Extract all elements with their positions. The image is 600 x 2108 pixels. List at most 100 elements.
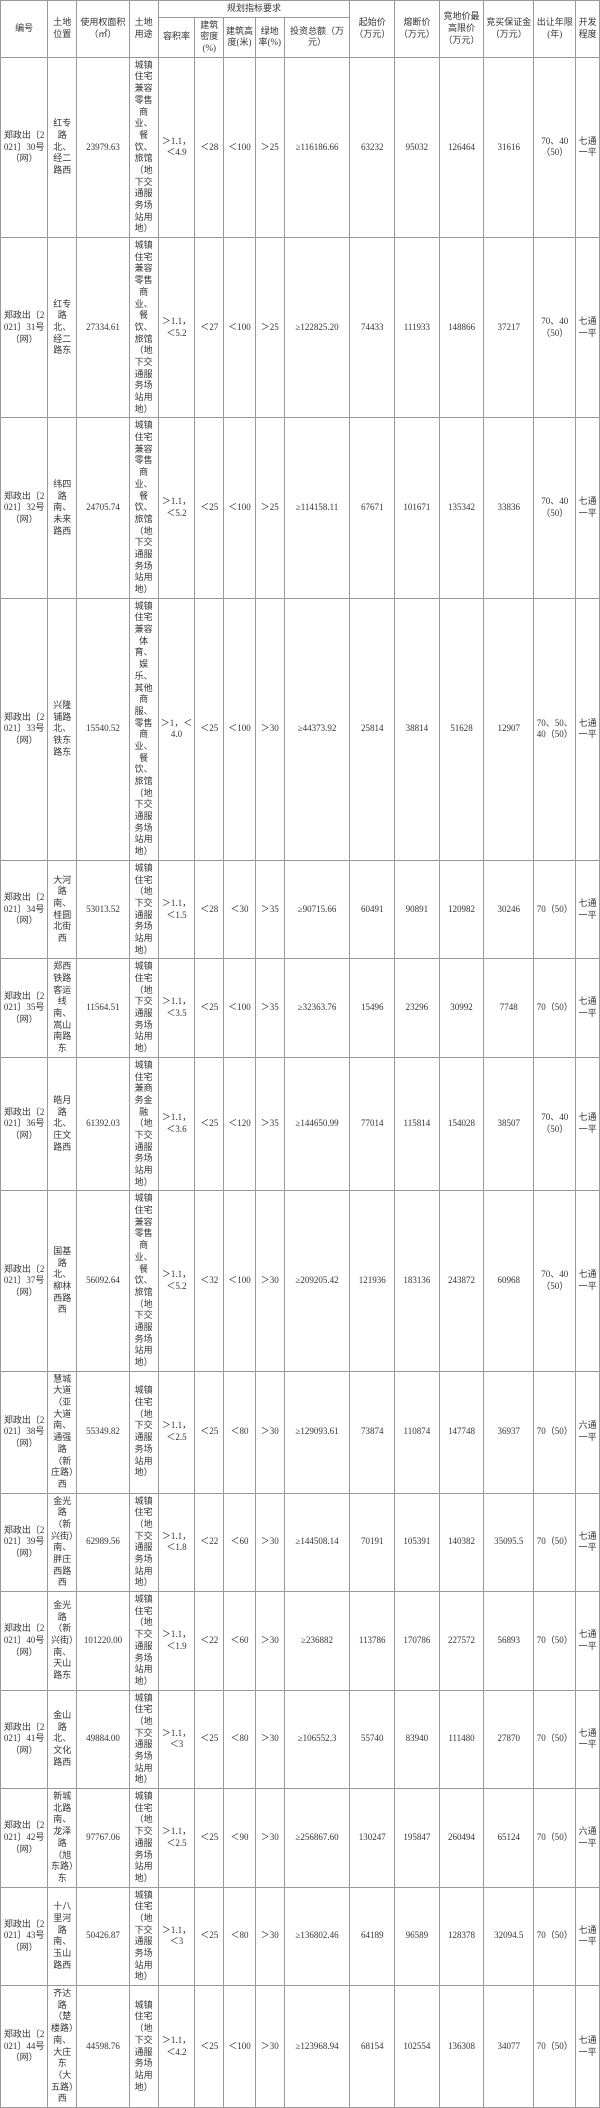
- cell-qsj: 67671: [350, 418, 395, 598]
- cell-loc: 红专路北、经二路东: [48, 238, 77, 418]
- cell-qsj: 70191: [350, 1493, 395, 1592]
- cell-bzj: 60968: [484, 1191, 534, 1371]
- cell-area: 97767.06: [77, 1789, 130, 1888]
- cell-area: 15540.52: [77, 598, 130, 860]
- cell-jjj: 120982: [439, 860, 484, 959]
- cell-rjl: ＞1.1，＜3: [158, 1690, 195, 1789]
- cell-num: 郑政出〔2021〕32号（网）: [1, 418, 48, 598]
- cell-nq: 70（50）: [534, 1690, 576, 1789]
- cell-use: 城镇住宅（地下交通服务场站用地）: [129, 1371, 158, 1493]
- cell-area: 49884.00: [77, 1690, 130, 1789]
- cell-md: ＜28: [195, 860, 224, 959]
- cell-nq: 70（50）: [534, 1592, 576, 1691]
- cell-lh: ＞30: [255, 1690, 284, 1789]
- cell-use: 城镇住宅（地下交通服务场站用地）: [129, 1887, 158, 1986]
- table-row: 郑政出〔2021〕39号（网）金光路（新兴街）南、胖庄西路西62989.56城镇…: [1, 1493, 600, 1592]
- cell-rjl: ＞1.1，＜4.2: [158, 1986, 195, 2108]
- table-body: 郑政出〔2021〕30号（网）红专路北、经二路西23979.63城镇住宅兼容零售…: [1, 57, 600, 2107]
- cell-rjl: ＞1.1，＜3: [158, 1887, 195, 1986]
- cell-kf: 七通一平: [576, 959, 600, 1058]
- cell-loc: 十八里河路南、玉山路西: [48, 1887, 77, 1986]
- header-bzj: 竞买保证金（万元）: [484, 1, 534, 58]
- cell-num: 郑政出〔2021〕33号（网）: [1, 598, 48, 860]
- cell-rjl: ＞1.1，＜1.9: [158, 1592, 195, 1691]
- table-row: 郑政出〔2021〕44号（网）齐达路（楚楼路）南、大庄东（大五路）西44598.…: [1, 1986, 600, 2108]
- table-row: 郑政出〔2021〕30号（网）红专路北、经二路西23979.63城镇住宅兼容零售…: [1, 57, 600, 237]
- cell-num: 郑政出〔2021〕41号（网）: [1, 1690, 48, 1789]
- cell-nq: 70（50）: [534, 1493, 576, 1592]
- cell-inv: ≥106552.3: [284, 1690, 350, 1789]
- cell-qsj: 77014: [350, 1057, 395, 1191]
- table-row: 郑政出〔2021〕41号（网）金山路北、文化路西49884.00城镇住宅（地下交…: [1, 1690, 600, 1789]
- cell-num: 郑政出〔2021〕44号（网）: [1, 1986, 48, 2108]
- cell-nq: 70、40（50）: [534, 1191, 576, 1371]
- cell-md: ＜32: [195, 1191, 224, 1371]
- cell-bzj: 56893: [484, 1592, 534, 1691]
- table-row: 郑政出〔2021〕40号（网）金光路（新兴街）南、天山路东101220.00城镇…: [1, 1592, 600, 1691]
- cell-rdj: 183136: [395, 1191, 440, 1371]
- cell-use: 城镇住宅（地下交通服务场站用地）: [129, 1493, 158, 1592]
- cell-lh: ＞25: [255, 418, 284, 598]
- cell-md: ＜25: [195, 598, 224, 860]
- cell-jjj: 136308: [439, 1986, 484, 2108]
- cell-inv: ≥144650.99: [284, 1057, 350, 1191]
- cell-rdj: 38814: [395, 598, 440, 860]
- cell-area: 101220.00: [77, 1592, 130, 1691]
- cell-rjl: ＞1.1，＜3.5: [158, 959, 195, 1058]
- cell-area: 27334.61: [77, 238, 130, 418]
- cell-kf: 七通一平: [576, 1690, 600, 1789]
- cell-md: ＜25: [195, 959, 224, 1058]
- cell-area: 50426.87: [77, 1887, 130, 1986]
- cell-bzj: 31616: [484, 57, 534, 237]
- cell-loc: 国基路北、柳林西路西: [48, 1191, 77, 1371]
- cell-bzj: 12907: [484, 598, 534, 860]
- cell-rdj: 90891: [395, 860, 440, 959]
- cell-area: 61392.03: [77, 1057, 130, 1191]
- cell-area: 11564.51: [77, 959, 130, 1058]
- cell-nq: 70（50）: [534, 1887, 576, 1986]
- cell-kf: 七通一平: [576, 418, 600, 598]
- header-use: 土地用途: [129, 1, 158, 58]
- header-kf: 开发程度: [576, 1, 600, 58]
- cell-rdj: 23296: [395, 959, 440, 1058]
- cell-kf: 六通一平: [576, 1371, 600, 1493]
- cell-area: 56092.64: [77, 1191, 130, 1371]
- cell-qsj: 25814: [350, 598, 395, 860]
- header-nq: 出让年限(年): [534, 1, 576, 58]
- cell-kf: 七通一平: [576, 1986, 600, 2108]
- header-num: 编号: [1, 1, 48, 58]
- header-loc: 土地位置: [48, 1, 77, 58]
- cell-num: 郑政出〔2021〕36号（网）: [1, 1057, 48, 1191]
- cell-jjj: 243872: [439, 1191, 484, 1371]
- cell-nq: 70、40（50）: [534, 238, 576, 418]
- table-header: 编号 土地位置 使用权面积（㎡） 土地用途 规划指标要求 起始价（万元） 熔断价…: [1, 1, 600, 58]
- cell-nq: 70（50）: [534, 1371, 576, 1493]
- header-lh: 绿地率(%): [255, 17, 284, 57]
- cell-gd: ＜90: [224, 1789, 256, 1888]
- cell-rjl: ＞1.1，＜1.8: [158, 1493, 195, 1592]
- cell-num: 郑政出〔2021〕34号（网）: [1, 860, 48, 959]
- cell-bzj: 7748: [484, 959, 534, 1058]
- header-jjj: 竞地价最高限价（万元）: [439, 1, 484, 58]
- header-gd: 建筑高度(米): [224, 17, 256, 57]
- cell-nq: 70、40（50）: [534, 57, 576, 237]
- cell-num: 郑政出〔2021〕31号（网）: [1, 238, 48, 418]
- cell-jjj: 51628: [439, 598, 484, 860]
- cell-md: ＜25: [195, 1887, 224, 1986]
- cell-lh: ＞30: [255, 1789, 284, 1888]
- cell-qsj: 113786: [350, 1592, 395, 1691]
- cell-use: 城镇住宅兼容零售商业、餐饮、旅馆（地下交通服务场站用地）: [129, 238, 158, 418]
- cell-qsj: 121936: [350, 1191, 395, 1371]
- cell-loc: 红专路北、经二路西: [48, 57, 77, 237]
- cell-nq: 70、40（50）: [534, 1057, 576, 1191]
- cell-gd: ＜100: [224, 1191, 256, 1371]
- cell-md: ＜22: [195, 1592, 224, 1691]
- cell-num: 郑政出〔2021〕35号（网）: [1, 959, 48, 1058]
- cell-nq: 70、40（50）: [534, 418, 576, 598]
- cell-rdj: 96589: [395, 1887, 440, 1986]
- cell-rjl: ＞1.1，＜4.9: [158, 57, 195, 237]
- cell-loc: 金光路（新兴街）南、胖庄西路西: [48, 1493, 77, 1592]
- cell-qsj: 60491: [350, 860, 395, 959]
- cell-num: 郑政出〔2021〕42号（网）: [1, 1789, 48, 1888]
- cell-inv: ≥90715.66: [284, 860, 350, 959]
